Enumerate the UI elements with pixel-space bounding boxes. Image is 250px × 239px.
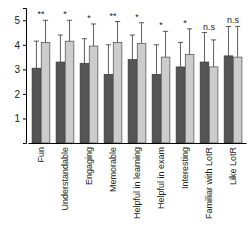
x-tick-label: Helpful in exam [156, 147, 166, 209]
x-tick-label: Familiar with LotR [204, 147, 214, 220]
bar [200, 62, 209, 143]
bar [224, 56, 233, 143]
error-bar [34, 41, 39, 68]
y-tick-label: 5 [14, 15, 20, 26]
bar [176, 67, 185, 143]
error-bar [139, 23, 144, 44]
bar [80, 63, 89, 143]
error-bar [178, 42, 183, 67]
x-tick-label: Fun [36, 147, 46, 163]
y-tick: 5 [14, 15, 26, 26]
error-bar [211, 40, 216, 67]
x-tick: Fun [36, 143, 46, 163]
error-bar [130, 35, 135, 60]
error-bar [154, 45, 159, 74]
x-tick: Engaging [84, 143, 94, 185]
significance-label: * [135, 12, 139, 22]
significance-label: * [183, 18, 187, 28]
y-tick-label: 1 [14, 113, 20, 124]
x-tick-label: Understandable [60, 147, 70, 211]
x-axis: Fun Understandable Engaging Memorable Helpfu… [29, 143, 247, 219]
x-axis-line [29, 143, 247, 144]
error-bar [106, 45, 111, 74]
bar [89, 46, 98, 143]
series [41, 41, 242, 143]
bar [56, 62, 65, 143]
y-tick-label: 2 [14, 89, 20, 100]
x-tick: Like LotR [228, 143, 238, 185]
significance-label: * [159, 20, 163, 30]
x-tick: Helpful in learning [132, 143, 142, 219]
bar [41, 42, 50, 143]
y-tick-mark [23, 118, 26, 119]
bar [104, 74, 113, 143]
significance-label: n.s [203, 22, 216, 32]
bar [65, 41, 74, 143]
x-tick-label: Engaging [84, 147, 94, 185]
y-tick: 2 [14, 89, 26, 100]
bar [128, 60, 137, 143]
y-tick-mark [23, 20, 26, 21]
bar [209, 67, 218, 143]
bar [161, 57, 170, 143]
series [32, 56, 233, 143]
y-tick-mark [23, 94, 26, 95]
error-bar [91, 24, 96, 46]
x-tick-label: Like LotR [228, 147, 238, 186]
error-bar [187, 29, 192, 55]
x-tick-label: Helpful in learning [132, 147, 142, 219]
x-tick: Understandable [60, 143, 70, 211]
significance-label: n.s [227, 15, 240, 25]
x-tick-label: Interesting [180, 147, 190, 189]
bar [185, 55, 194, 143]
bar [137, 44, 146, 143]
bar [113, 42, 122, 143]
significance-label: ** [37, 9, 45, 19]
x-tick-label: Memorable [108, 147, 118, 192]
x-tick: Memorable [108, 143, 118, 192]
y-tick: 3 [14, 64, 26, 75]
y-axis: 1 2 3 4 5 [14, 9, 26, 144]
significance-label: * [87, 13, 91, 23]
bar [152, 74, 161, 143]
bar [32, 68, 41, 143]
y-tick: 1 [14, 113, 26, 124]
error-bar [226, 26, 231, 55]
significance-label: * [63, 9, 67, 19]
y-tick-mark [23, 69, 26, 70]
x-tick: Helpful in exam [156, 143, 166, 209]
error-bar [43, 20, 48, 42]
y-tick-label: 4 [14, 40, 20, 51]
y-tick-mark [23, 45, 26, 46]
error-bars [34, 26, 231, 74]
error-bar [58, 35, 63, 62]
x-tick: Familiar with LotR [204, 143, 214, 219]
bar [233, 57, 242, 143]
y-tick-label: 3 [14, 64, 20, 75]
error-bar [202, 33, 207, 62]
error-bar [82, 39, 87, 64]
error-bar [163, 31, 168, 57]
significance-label: ** [109, 11, 117, 21]
annotations: *********n.sn.s [37, 9, 239, 31]
error-bars [43, 20, 240, 67]
chart: 1 2 3 4 5 Fun Understandable Engaging Memorable H… [0, 0, 250, 239]
y-tick: 4 [14, 40, 26, 51]
error-bar [235, 26, 240, 57]
error-bar [115, 22, 120, 43]
plot-area [32, 20, 242, 143]
error-bar [67, 20, 72, 41]
y-axis-line [23, 9, 27, 144]
x-tick: Interesting [180, 143, 190, 189]
